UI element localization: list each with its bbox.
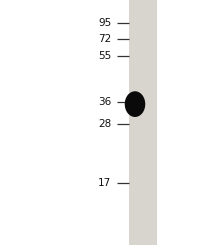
Bar [129, 0, 157, 245]
Text: 72: 72 [98, 34, 111, 44]
Text: 55: 55 [98, 51, 111, 61]
Text: 95: 95 [98, 18, 111, 28]
Ellipse shape [125, 91, 145, 117]
Text: 28: 28 [98, 119, 111, 129]
Text: 17: 17 [98, 178, 111, 188]
Text: 36: 36 [98, 97, 111, 107]
